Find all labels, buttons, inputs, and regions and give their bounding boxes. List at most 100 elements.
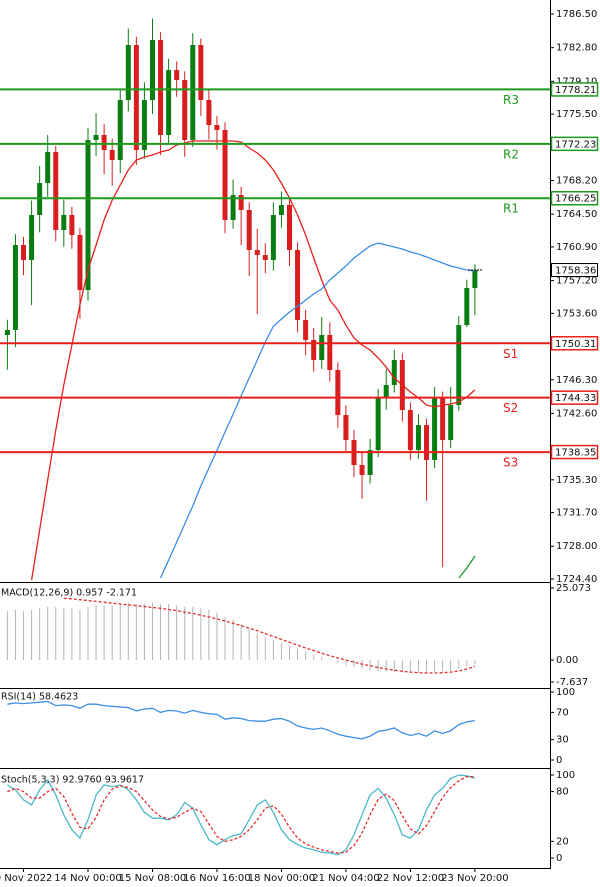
- candle-body: [262, 255, 268, 261]
- y-tick-label: 1768.20: [556, 176, 597, 187]
- candle-body: [12, 245, 18, 330]
- level-label-box: [550, 136, 599, 152]
- x-tick-label: 21 Nov 04:00: [312, 873, 379, 884]
- candle-body: [222, 130, 228, 220]
- x-tick-label: 0 Nov 2022: [0, 873, 52, 884]
- y-tick-label: 100: [556, 770, 575, 781]
- candle-body: [190, 45, 196, 141]
- candle-body: [166, 70, 172, 136]
- y-tick-label: 0: [556, 755, 562, 766]
- candle-body: [77, 235, 83, 291]
- indicator-line: [63, 597, 476, 674]
- indicator-line: [7, 700, 476, 740]
- candle-body: [343, 415, 349, 441]
- y-tick-label: 1746.30: [556, 375, 597, 386]
- level-label-box: [550, 336, 599, 351]
- y-tick-label: 30: [556, 735, 569, 746]
- y-tick-label: 1724.40: [556, 574, 597, 585]
- y-tick-label: 1782.80: [556, 43, 597, 54]
- y-tick-label: 1731.70: [556, 508, 597, 519]
- candle-body: [4, 329, 10, 335]
- candle-body: [133, 45, 139, 151]
- last-price-label: 1758.36: [555, 266, 596, 277]
- indicator-line: [7, 776, 475, 854]
- level-label-box: [550, 190, 599, 206]
- candle-body: [335, 370, 341, 416]
- candle-body: [21, 245, 27, 261]
- y-tick-label: 1728.00: [556, 541, 597, 552]
- level-label: 1744.33: [555, 393, 596, 404]
- candle-body: [93, 135, 99, 141]
- y-tick-label: 25.073: [556, 583, 591, 594]
- candle-body: [206, 99, 212, 126]
- candle-body: [319, 334, 325, 361]
- y-tick-label: 100: [556, 687, 575, 698]
- candle-body: [101, 135, 107, 151]
- level-label: 1778.21: [555, 85, 596, 96]
- x-tick-label: 18 Nov 00:00: [248, 873, 315, 884]
- level-name: S3: [503, 456, 518, 470]
- y-tick-label: -7.637: [556, 677, 588, 688]
- candle-body: [117, 99, 123, 161]
- level-name: R1: [503, 202, 519, 216]
- panel-plot: [4, 18, 478, 581]
- level-name: S1: [503, 347, 518, 361]
- candle-body: [149, 40, 155, 100]
- candle-body: [246, 209, 252, 251]
- y-tick-label: 1779.10: [556, 76, 597, 87]
- candle-body: [407, 410, 413, 451]
- candle-body: [174, 70, 180, 80]
- level-name: R2: [503, 147, 519, 161]
- level-label-box: [550, 444, 599, 460]
- candle-body: [448, 405, 454, 441]
- candle-body: [109, 150, 115, 161]
- level-label: 1772.23: [555, 139, 596, 150]
- y-tick-label: 0: [556, 853, 562, 864]
- level-label: 1766.25: [555, 194, 596, 205]
- candle-body: [69, 214, 75, 236]
- candle-body: [61, 214, 67, 230]
- candle-body: [440, 398, 446, 441]
- candle-body: [375, 398, 381, 451]
- candle-body: [295, 250, 301, 321]
- candle-body: [214, 125, 220, 131]
- level-label-box: [550, 82, 599, 97]
- panel-plot: [6, 597, 476, 674]
- candle-body: [45, 152, 51, 184]
- candle-body: [230, 195, 236, 220]
- y-tick-label: 80: [556, 787, 569, 798]
- candle-body: [311, 339, 317, 361]
- level-name: R3: [503, 93, 519, 107]
- level-name: S2: [503, 401, 518, 415]
- y-tick-label: 20: [556, 836, 569, 847]
- candle-body: [125, 45, 131, 100]
- candle-body: [141, 99, 147, 151]
- level-label: 1738.35: [555, 448, 596, 459]
- candle-body: [383, 385, 389, 399]
- candle-body: [198, 45, 204, 100]
- y-tick-label: 1764.50: [556, 209, 597, 220]
- candle-body: [456, 325, 462, 406]
- x-tick-label: 23 Nov 20:00: [441, 873, 508, 884]
- y-tick-label: 70: [556, 707, 569, 718]
- panel-title: Stoch(5,3,3) 92.9760 93.9617: [1, 775, 144, 786]
- candle-body: [254, 250, 260, 256]
- level-label: 1750.31: [555, 339, 596, 350]
- candle-body: [278, 204, 284, 215]
- y-tick-label: 1757.20: [556, 276, 597, 287]
- candle-body: [53, 152, 59, 230]
- candle-body: [415, 425, 421, 451]
- candle-body: [270, 214, 276, 261]
- x-tick-label: 15 Nov 08:00: [119, 873, 186, 884]
- x-tick-label: 22 Nov 12:00: [377, 873, 444, 884]
- candle-body: [158, 40, 164, 136]
- y-tick-label: 1753.60: [556, 308, 597, 319]
- y-tick-label: 1742.60: [556, 408, 597, 419]
- y-tick-label: 1760.90: [556, 242, 597, 253]
- candle-body: [327, 334, 333, 371]
- indicator-line: [30, 140, 476, 581]
- candle-body: [29, 214, 35, 261]
- candle-body: [391, 360, 397, 386]
